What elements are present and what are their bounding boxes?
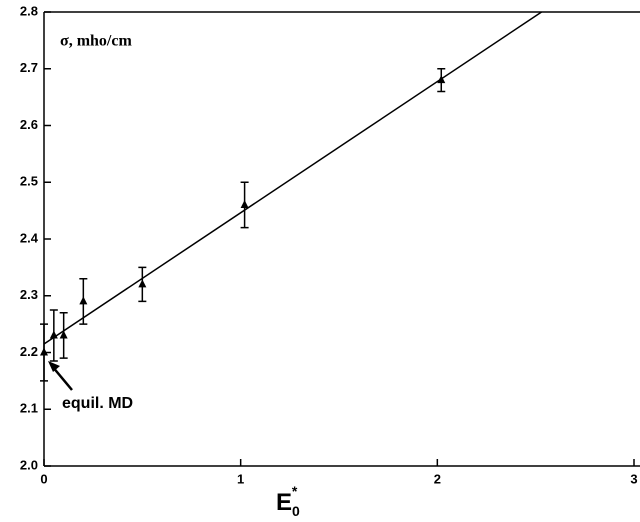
x-tick-label: 0 <box>40 471 47 486</box>
y-tick-label: 2.7 <box>20 60 38 75</box>
point <box>40 347 48 356</box>
point <box>79 296 88 305</box>
y-tick-label: 2.2 <box>20 344 38 359</box>
x-tick-label: 1 <box>237 471 244 486</box>
y-tick-label: 2.6 <box>20 117 38 132</box>
point <box>240 199 249 208</box>
y-tick-label: 2.4 <box>20 230 39 245</box>
x-label-subscript: 0 <box>292 503 300 519</box>
x-label-superscript: * <box>292 483 298 499</box>
y-tick-label: 2.0 <box>20 457 38 472</box>
x-tick-label: 2 <box>434 471 441 486</box>
x-label-base: E <box>276 489 292 516</box>
point <box>59 330 68 339</box>
y-tick-label: 2.1 <box>20 401 38 416</box>
y-tick-label: 2.3 <box>20 287 38 302</box>
point <box>138 279 147 288</box>
annotation-arrowhead <box>48 361 60 372</box>
y-tick-label: 2.8 <box>20 3 38 18</box>
x-tick-label: 3 <box>630 471 637 486</box>
annotation: equil. MD <box>62 395 133 412</box>
y-axis-label: σ, mho/cm <box>60 33 132 50</box>
point <box>49 330 58 339</box>
fit-line <box>43 11 542 345</box>
point <box>437 75 446 84</box>
y-tick-label: 2.5 <box>20 174 38 189</box>
x-axis-label: E0 * <box>276 483 300 519</box>
